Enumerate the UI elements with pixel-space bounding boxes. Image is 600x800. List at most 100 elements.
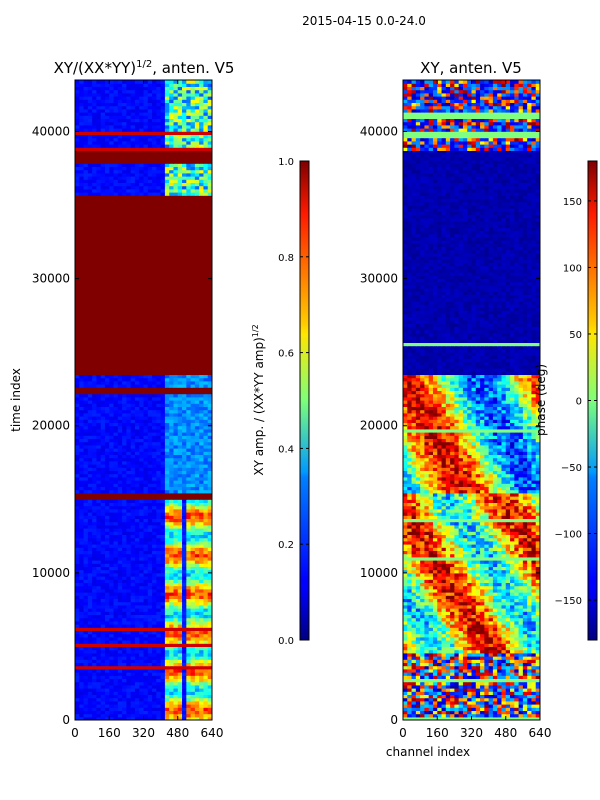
amp-heatmap-cell xyxy=(160,233,166,238)
amp-heatmap-cell xyxy=(83,294,89,299)
amp-heatmap-cell xyxy=(152,323,157,327)
amp-heatmap-cell xyxy=(109,508,115,513)
amp-heatmap-cell xyxy=(134,336,140,340)
amp-heatmap-cell xyxy=(75,358,80,363)
amp-heatmap-cell xyxy=(152,419,157,423)
amp-heatmap-cell xyxy=(190,534,196,539)
amp-heatmap-cell xyxy=(186,604,192,609)
amp-heatmap-cell xyxy=(169,486,175,491)
amp-heatmap-cell xyxy=(160,224,166,228)
amp-heatmap-cell xyxy=(79,348,85,353)
amp-heatmap-cell xyxy=(182,643,187,647)
amp-heatmap-cell xyxy=(147,348,153,353)
amp-heatmap-cell xyxy=(130,281,136,286)
amp-heatmap-cell xyxy=(100,294,106,299)
amp-heatmap-cell xyxy=(194,406,200,411)
amp-heatmap-cell xyxy=(100,320,106,324)
amp-heatmap-cell xyxy=(207,550,212,555)
amp-heatmap-cell xyxy=(177,528,183,532)
amp-heatmap-cell xyxy=(152,636,157,641)
amp-heatmap-cell xyxy=(190,368,196,372)
amp-heatmap-cell xyxy=(134,393,140,398)
amp-heatmap-cell xyxy=(92,307,98,311)
amp-heatmap-cell xyxy=(130,387,136,391)
amp-heatmap-cell xyxy=(139,668,145,673)
amp-heatmap-cell xyxy=(96,307,102,311)
amp-heatmap-cell xyxy=(160,332,166,337)
amp-heatmap-cell xyxy=(186,467,192,471)
amp-heatmap-cell xyxy=(190,323,196,327)
amp-heatmap-cell xyxy=(96,403,102,407)
amp-heatmap-cell xyxy=(160,364,166,369)
amp-heatmap-cell xyxy=(177,579,183,583)
amp-heatmap-cell xyxy=(75,332,80,337)
amp-heatmap-cell xyxy=(126,220,132,225)
amp-heatmap-cell xyxy=(126,422,132,427)
amp-heatmap-cell xyxy=(109,454,115,459)
amp-heatmap-cell xyxy=(186,592,192,596)
amp-heatmap-cell xyxy=(139,252,145,257)
amp-heatmap-cell xyxy=(203,697,209,702)
amp-heatmap-cell xyxy=(100,691,106,695)
amp-heatmap-cell xyxy=(199,368,205,372)
amp-heatmap-cell xyxy=(186,512,192,516)
amp-heatmap-cell xyxy=(147,220,153,225)
amp-heatmap-cell xyxy=(100,310,106,315)
amp-heatmap-cell xyxy=(117,435,123,439)
amp-heatmap-cell xyxy=(134,675,140,679)
amp-heatmap-cell xyxy=(134,515,140,519)
amp-heatmap-cell xyxy=(190,697,196,702)
amp-heatmap-cell xyxy=(182,640,187,644)
amp-heatmap-cell xyxy=(122,409,127,414)
amp-heatmap-cell xyxy=(130,569,136,574)
amp-heatmap-cell xyxy=(126,259,132,263)
amp-heatmap-cell xyxy=(87,313,93,318)
amp-heatmap-cell xyxy=(152,678,157,683)
amp-heatmap-cell xyxy=(75,444,80,449)
amp-heatmap-cell xyxy=(139,643,145,647)
amp-heatmap-cell xyxy=(79,604,85,609)
amp-heatmap-cell xyxy=(109,627,115,631)
amp-heatmap-cell xyxy=(87,534,93,539)
amp-heatmap-cell xyxy=(96,688,102,692)
amp-heatmap-cell xyxy=(164,268,170,273)
amp-heatmap-cell xyxy=(100,636,106,641)
amp-heatmap-cell xyxy=(182,393,187,398)
amp-heatmap-cell xyxy=(143,419,149,423)
amp-heatmap-cell xyxy=(134,220,140,225)
amp-heatmap-cell xyxy=(164,521,170,526)
amp-heatmap-cell xyxy=(190,624,196,628)
amp-heatmap-cell xyxy=(75,300,80,305)
amp-heatmap-cell xyxy=(203,505,209,510)
amp-heatmap-cell xyxy=(87,716,93,720)
amp-heatmap-cell xyxy=(203,633,209,638)
amp-heatmap-cell xyxy=(139,630,145,635)
amp-heatmap-cell xyxy=(186,601,192,606)
amp-heatmap-cell xyxy=(194,428,200,433)
amp-heatmap-cell xyxy=(134,672,140,676)
amp-heatmap-cell xyxy=(177,332,183,337)
amp-heatmap-cell xyxy=(190,694,196,699)
amp-heatmap-cell xyxy=(203,460,209,465)
amp-heatmap-cell xyxy=(182,384,187,388)
amp-heatmap-cell xyxy=(169,278,175,283)
amp-heatmap-cell xyxy=(203,486,209,491)
amp-heatmap-cell xyxy=(152,438,157,443)
amp-heatmap-cell xyxy=(164,256,170,260)
amp-heatmap-cell xyxy=(130,243,136,247)
amp-heatmap-cell xyxy=(169,489,175,494)
amp-heatmap-cell xyxy=(75,467,80,471)
amp-heatmap-cell xyxy=(164,505,170,510)
amp-heatmap-cell xyxy=(182,380,187,385)
amp-heatmap-cell xyxy=(182,419,187,423)
amp-heatmap-cell xyxy=(113,275,119,279)
amp-heatmap-cell xyxy=(126,572,132,577)
amp-heatmap-cell xyxy=(160,355,166,359)
amp-heatmap-cell xyxy=(126,700,132,705)
amp-heatmap-cell xyxy=(122,364,127,369)
amp-heatmap-cell xyxy=(160,716,166,720)
amp-heatmap-cell xyxy=(177,563,183,567)
amp-heatmap-cell xyxy=(122,252,127,257)
amp-heatmap-cell xyxy=(75,649,80,654)
amp-heatmap-cell xyxy=(190,528,196,532)
